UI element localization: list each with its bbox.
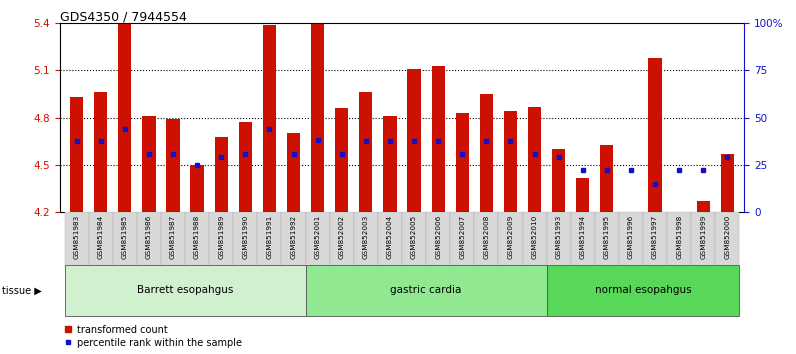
Bar: [431, 65, 445, 212]
Bar: [190, 165, 204, 212]
Text: GSM852009: GSM852009: [507, 215, 513, 259]
Bar: [522, 212, 547, 267]
Bar: [287, 133, 300, 212]
Text: GSM851984: GSM851984: [98, 215, 103, 259]
Bar: [64, 212, 88, 267]
Bar: [576, 178, 589, 212]
Text: GSM851986: GSM851986: [146, 215, 152, 259]
Text: Barrett esopahgus: Barrett esopahgus: [137, 285, 233, 295]
Text: GSM852006: GSM852006: [435, 215, 441, 259]
Text: GSM851991: GSM851991: [267, 215, 272, 259]
Text: GSM852010: GSM852010: [532, 215, 537, 259]
Legend: transformed count, percentile rank within the sample: transformed count, percentile rank withi…: [64, 325, 242, 348]
Bar: [306, 212, 330, 267]
Bar: [547, 212, 571, 267]
Text: GSM851988: GSM851988: [194, 215, 200, 259]
Bar: [696, 201, 710, 212]
Text: GSM851993: GSM851993: [556, 215, 562, 259]
Bar: [185, 212, 209, 267]
Bar: [263, 24, 276, 212]
Text: GSM852004: GSM852004: [387, 215, 393, 259]
Text: GSM851994: GSM851994: [579, 215, 586, 259]
Bar: [311, 23, 324, 212]
Bar: [600, 144, 614, 212]
Bar: [330, 212, 353, 267]
Bar: [64, 265, 306, 316]
Bar: [455, 113, 469, 212]
Bar: [667, 212, 691, 267]
Bar: [70, 97, 84, 212]
Bar: [257, 212, 282, 267]
Bar: [547, 265, 739, 316]
Text: GSM851990: GSM851990: [242, 215, 248, 259]
Text: GSM852005: GSM852005: [411, 215, 417, 259]
Bar: [239, 122, 252, 212]
Bar: [498, 212, 522, 267]
Bar: [691, 212, 716, 267]
Bar: [353, 212, 378, 267]
Text: GSM851983: GSM851983: [73, 215, 80, 259]
Text: GSM851997: GSM851997: [652, 215, 658, 259]
Bar: [528, 107, 541, 212]
Bar: [595, 212, 619, 267]
Bar: [474, 212, 498, 267]
Bar: [137, 212, 161, 267]
Bar: [215, 137, 228, 212]
Bar: [552, 149, 565, 212]
Bar: [408, 69, 420, 212]
Text: GSM851995: GSM851995: [604, 215, 610, 259]
Bar: [142, 116, 155, 212]
Text: GSM851989: GSM851989: [218, 215, 224, 259]
Bar: [282, 212, 306, 267]
Bar: [166, 119, 180, 212]
Bar: [426, 212, 451, 267]
Bar: [504, 112, 517, 212]
Bar: [335, 108, 349, 212]
Text: GSM851985: GSM851985: [122, 215, 128, 259]
Text: GSM852003: GSM852003: [363, 215, 369, 259]
Bar: [716, 212, 739, 267]
Text: GSM852008: GSM852008: [483, 215, 490, 259]
Text: GSM851999: GSM851999: [700, 215, 706, 259]
Text: GSM851996: GSM851996: [628, 215, 634, 259]
Bar: [161, 212, 185, 267]
Text: GSM852007: GSM852007: [459, 215, 465, 259]
Bar: [451, 212, 474, 267]
Bar: [306, 265, 547, 316]
Text: GSM852000: GSM852000: [724, 215, 731, 259]
Bar: [571, 212, 595, 267]
Text: GSM851998: GSM851998: [676, 215, 682, 259]
Bar: [113, 212, 137, 267]
Bar: [720, 154, 734, 212]
Bar: [402, 212, 426, 267]
Text: gastric cardia: gastric cardia: [390, 285, 462, 295]
Bar: [480, 94, 493, 212]
Bar: [643, 212, 667, 267]
Bar: [209, 212, 233, 267]
Bar: [88, 212, 113, 267]
Text: tissue ▶: tissue ▶: [2, 285, 41, 295]
Text: GSM852001: GSM852001: [314, 215, 321, 259]
Text: GDS4350 / 7944554: GDS4350 / 7944554: [60, 11, 186, 24]
Bar: [649, 58, 661, 212]
Bar: [619, 212, 643, 267]
Text: GSM851987: GSM851987: [170, 215, 176, 259]
Bar: [384, 116, 396, 212]
Text: GSM851992: GSM851992: [291, 215, 297, 259]
Text: normal esopahgus: normal esopahgus: [595, 285, 692, 295]
Bar: [118, 23, 131, 212]
Bar: [233, 212, 257, 267]
Bar: [94, 92, 107, 212]
Text: GSM852002: GSM852002: [339, 215, 345, 259]
Bar: [359, 92, 373, 212]
Bar: [378, 212, 402, 267]
